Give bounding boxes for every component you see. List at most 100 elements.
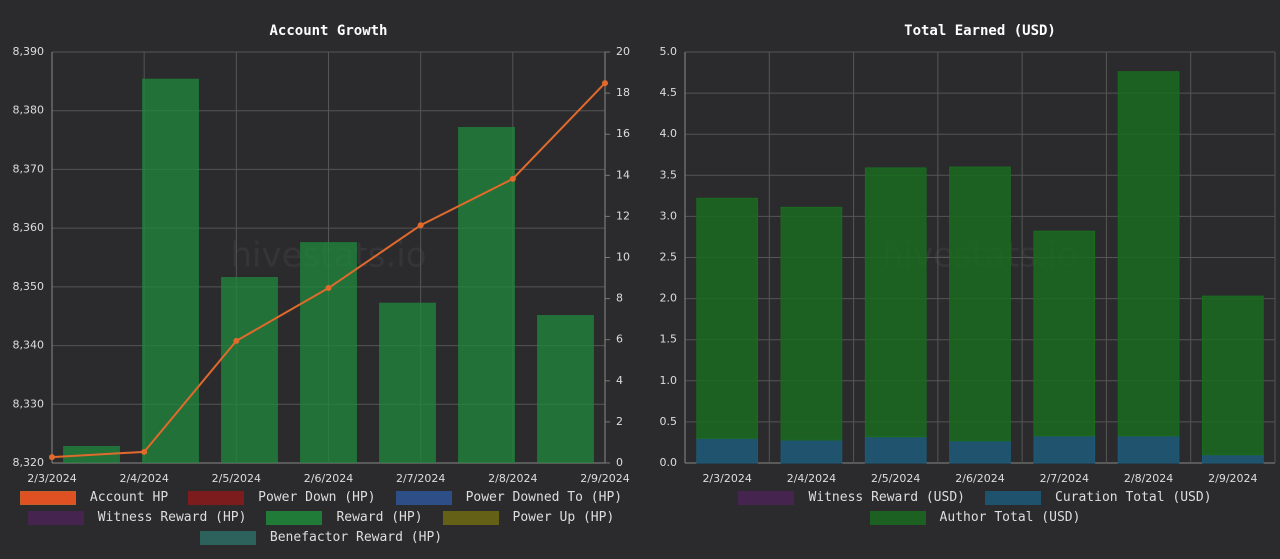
y-tick-label: 8,350: [13, 280, 45, 293]
y-tick-label: 5.0: [660, 45, 678, 58]
legend-swatch: [19, 490, 76, 505]
x-tick-label: 2/4/2024: [787, 472, 836, 485]
legend-item[interactable]: Power Downed To (HP): [395, 490, 622, 505]
x-tick-label: 2/4/2024: [119, 472, 168, 485]
point: [325, 285, 332, 292]
legend-label: Witness Reward (USD): [808, 490, 965, 505]
legend-label: Power Down (HP): [258, 490, 376, 505]
bar-segment: [1033, 435, 1096, 464]
y2-tick-label: 0: [616, 456, 623, 469]
x-tick-label: 2/6/2024: [955, 472, 1004, 485]
y2-tick-label: 18: [616, 86, 630, 99]
legend-item[interactable]: Reward (HP): [266, 510, 423, 525]
y-tick-label: 1.5: [660, 333, 678, 346]
y-tick-label: 2.0: [660, 292, 678, 305]
y2-tick-label: 12: [616, 209, 630, 222]
legend-swatch: [188, 490, 245, 505]
bar-segment: [864, 167, 927, 438]
legend-label: Power Up (HP): [512, 510, 615, 525]
legend-item[interactable]: Power Up (HP): [442, 510, 615, 525]
legend-swatch: [266, 510, 323, 525]
y-tick-label: 4.0: [660, 127, 678, 140]
x-tick-label: 2/9/2024: [1208, 472, 1257, 485]
bar-segment: [949, 440, 1011, 464]
x-tick-label: 2/9/2024: [580, 472, 629, 485]
y-tick-label: 2.5: [660, 251, 678, 264]
y-tick-label: 8,330: [13, 397, 45, 410]
bar-segment: [1117, 435, 1180, 464]
x-tick-label: 2/3/2024: [702, 472, 751, 485]
legend-item[interactable]: Benefactor Reward (HP): [199, 530, 443, 545]
legend-swatch: [738, 490, 795, 505]
legend-item[interactable]: Witness Reward (USD): [738, 490, 965, 505]
legend-item[interactable]: Author Total (USD): [869, 510, 1081, 525]
y-tick-label: 0.5: [660, 415, 678, 428]
legend-swatch: [199, 530, 256, 545]
legend-swatch: [869, 510, 926, 525]
y2-tick-label: 14: [616, 168, 630, 181]
legend-item[interactable]: Account HP: [19, 490, 169, 505]
bar-segment: [696, 197, 758, 439]
x-tick-label: 2/7/2024: [1040, 472, 1089, 485]
bar: [537, 315, 594, 463]
x-tick-label: 2/8/2024: [488, 472, 537, 485]
legend-label: Author Total (USD): [939, 510, 1081, 525]
bar-segment: [1033, 230, 1096, 437]
y2-tick-label: 2: [616, 415, 623, 428]
legend-swatch: [985, 490, 1041, 505]
bar: [379, 302, 436, 463]
point: [49, 454, 55, 461]
point: [509, 175, 516, 182]
y2-tick-label: 20: [616, 45, 630, 58]
y2-tick-label: 4: [616, 374, 623, 387]
bar: [221, 277, 278, 463]
y-tick-label: 8,390: [13, 45, 45, 58]
x-tick-label: 2/8/2024: [1124, 472, 1173, 485]
legend-label: Reward (HP): [336, 510, 423, 525]
point: [417, 222, 424, 229]
bar: [458, 127, 515, 463]
legend-item[interactable]: Curation Total (USD): [985, 490, 1212, 505]
y-tick-label: 8,340: [13, 339, 45, 352]
legend-item[interactable]: Witness Reward (HP): [27, 510, 247, 525]
bar-segment: [1117, 71, 1180, 437]
y2-tick-label: 16: [616, 127, 630, 140]
legend-item[interactable]: Power Down (HP): [188, 490, 376, 505]
bar-segment: [696, 437, 758, 464]
y-tick-label: 8,380: [13, 104, 45, 117]
point: [602, 80, 608, 87]
legend: Witness Reward (USD) Curation Total (USD)…: [680, 490, 1270, 525]
y-tick-label: 0.0: [660, 456, 678, 469]
y-tick-label: 1.0: [660, 374, 678, 387]
bar-segment: [780, 206, 843, 441]
legend-swatch: [27, 510, 84, 525]
legend-label: Account HP: [89, 490, 169, 505]
legend-swatch: [395, 490, 452, 505]
y-tick-label: 8,370: [13, 162, 45, 175]
x-tick-label: 2/6/2024: [304, 472, 353, 485]
legend-label: Benefactor Reward (HP): [269, 530, 443, 545]
y-tick-label: 8,320: [13, 456, 45, 469]
bar-segment: [1202, 454, 1264, 464]
legend: Account HP Power Down (HP) Power Downed To…: [6, 490, 636, 545]
x-tick-label: 2/5/2024: [212, 472, 261, 485]
y-tick-label: 3.0: [660, 209, 678, 222]
y-tick-label: 3.5: [660, 168, 678, 181]
bar: [142, 78, 199, 463]
x-tick-label: 2/5/2024: [871, 472, 920, 485]
y2-tick-label: 6: [616, 333, 623, 346]
point: [141, 448, 148, 455]
chart-title: Account Growth: [269, 23, 387, 39]
legend-swatch: [442, 510, 499, 525]
bar-segment: [1202, 295, 1264, 456]
point: [233, 337, 240, 344]
y2-tick-label: 10: [616, 251, 630, 264]
legend-label: Curation Total (USD): [1055, 490, 1212, 505]
bar: [300, 242, 357, 463]
bar-segment: [780, 439, 843, 464]
x-tick-label: 2/3/2024: [27, 472, 76, 485]
legend-label: Witness Reward (HP): [97, 510, 247, 525]
y-tick-label: 8,360: [13, 221, 45, 234]
